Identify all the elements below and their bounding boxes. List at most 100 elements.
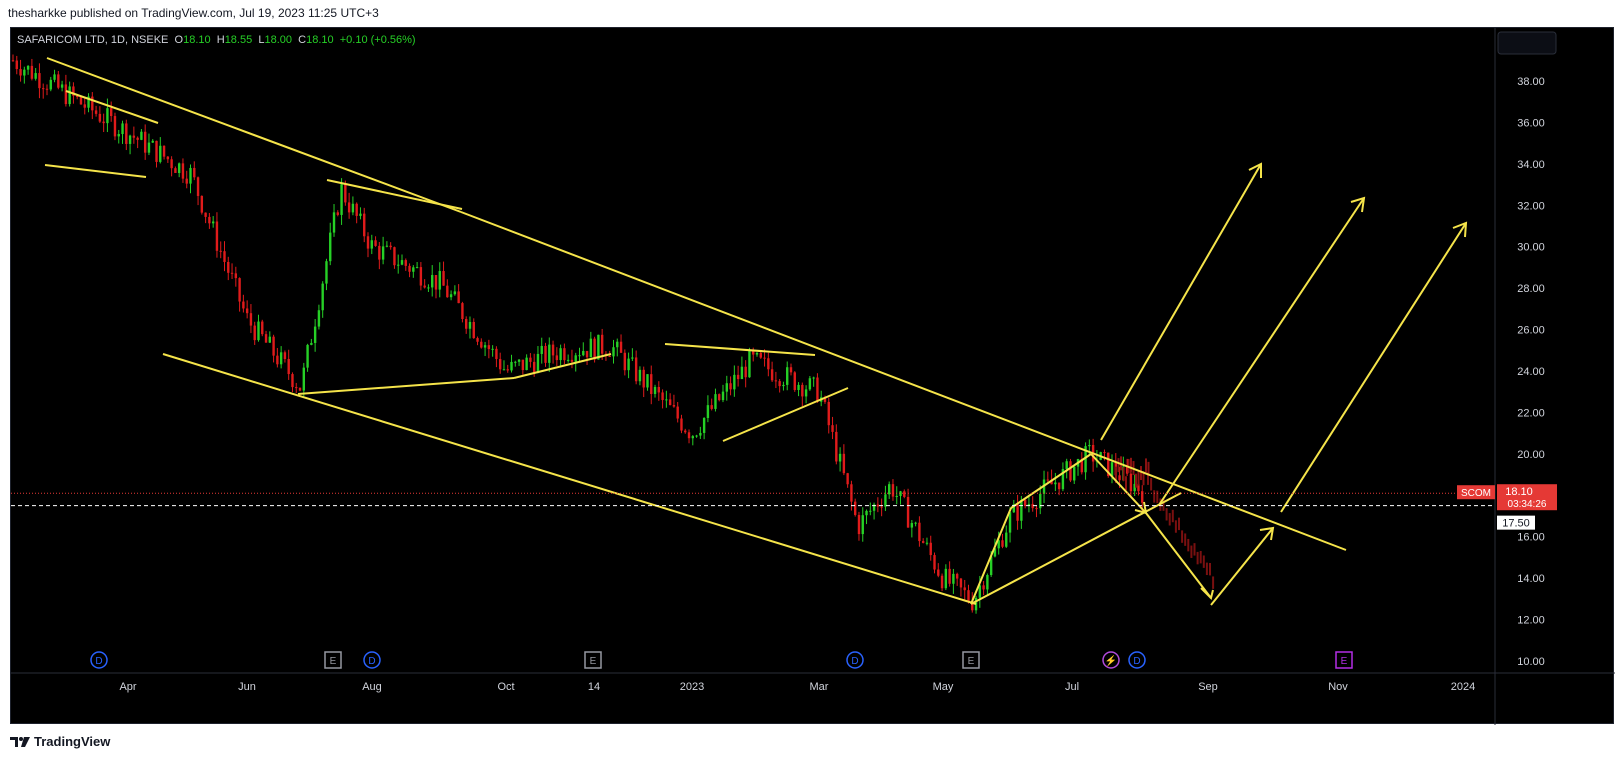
trendline (1010, 453, 1092, 509)
last-price-tag-bg (1497, 484, 1557, 511)
candle-body (1005, 532, 1008, 547)
low-value: 18.00 (264, 34, 292, 46)
candle-body (98, 113, 102, 122)
candle-body (1103, 452, 1106, 454)
candle-body (230, 272, 234, 274)
dividend-icon[interactable] (90, 651, 108, 669)
candle-body (1016, 504, 1019, 521)
candle-body (812, 377, 815, 379)
candle-body (895, 495, 898, 497)
candle-body (1137, 483, 1140, 492)
candle-body (597, 334, 600, 360)
candle-body (676, 406, 679, 419)
chart-area[interactable]: 38.00 36.00 34.00 32.00 30.00 28.00 26.00 24.00… (10, 27, 1615, 725)
candle-body (389, 245, 392, 248)
earnings-icon[interactable] (1335, 651, 1353, 669)
candle-body (166, 156, 170, 160)
candle-body (1088, 444, 1091, 447)
projected-candle (1137, 471, 1140, 486)
candle-body (695, 435, 698, 437)
arrow-head (1248, 162, 1262, 178)
candle-body (329, 232, 332, 262)
candle-body (989, 556, 993, 576)
candle-body (419, 267, 423, 286)
candle-body (143, 131, 147, 153)
candle-body (710, 405, 713, 409)
earnings-icon[interactable] (962, 651, 980, 669)
y-tick-label: 30.00 (1517, 242, 1545, 254)
candle-body (193, 167, 196, 178)
event-marker-label: D (851, 656, 858, 667)
candle-body (831, 425, 834, 432)
footer: TradingView (10, 734, 110, 749)
projected-candle (1142, 471, 1145, 486)
candle-body (1073, 466, 1076, 481)
high-value: 18.55 (224, 34, 253, 46)
candle-body (585, 351, 589, 358)
earnings-icon[interactable] (584, 651, 602, 669)
candle-body (986, 575, 989, 590)
candle-body (884, 494, 887, 507)
candle-body (374, 240, 377, 246)
candle-body (566, 359, 570, 361)
candle-body (801, 384, 804, 397)
symbol-legend: SAFARICOM LTD, 1D, NSEKE O18.10 H18.55 L… (17, 34, 416, 46)
projected-candle (1190, 545, 1193, 558)
candle-body (937, 569, 940, 576)
candle-body (431, 275, 434, 288)
chart-toolbar-button[interactable] (1497, 31, 1557, 55)
candle-body (79, 96, 83, 105)
candle-body (1084, 446, 1087, 473)
candle-body (347, 202, 351, 213)
candle-body (310, 342, 313, 345)
x-tick-label: 2024 (1451, 681, 1475, 693)
candle-body (302, 367, 306, 391)
candle-body (11, 60, 15, 62)
candle-body (589, 338, 593, 358)
candle-body (378, 245, 381, 260)
candle-body (1050, 479, 1053, 485)
candle-body (196, 177, 200, 196)
candle-body (574, 355, 577, 362)
y-tick-label: 28.00 (1517, 283, 1545, 295)
projected-candle (1202, 555, 1205, 568)
chart-svg[interactable]: 38.00 36.00 34.00 32.00 30.00 28.00 26.00 24.00… (11, 28, 1615, 725)
dividend-icon[interactable] (363, 651, 381, 669)
y-tick-label: 36.00 (1517, 117, 1545, 129)
lightning-icon[interactable] (1102, 651, 1120, 669)
candle-body (1065, 461, 1068, 469)
candle-body (551, 344, 555, 356)
x-tick-label: Oct (497, 681, 514, 693)
arrow-head (1200, 587, 1214, 600)
candle-body (298, 387, 302, 391)
dividend-icon[interactable] (846, 651, 864, 669)
candle-body (880, 506, 883, 508)
open-value: 18.10 (183, 34, 211, 46)
candle-body (1046, 479, 1050, 481)
trendline-drawings-layer (44, 57, 1468, 606)
dividend-icon[interactable] (1128, 651, 1146, 669)
candle-body (412, 267, 415, 272)
candle-body (1110, 462, 1114, 477)
arrow-head (1259, 526, 1275, 541)
candle-body (955, 573, 959, 579)
candle-body (665, 399, 668, 401)
candle-body (465, 319, 468, 329)
candle-body (1061, 468, 1065, 490)
event-marker-label: ⚡ (1105, 654, 1117, 667)
candle-body (952, 573, 955, 584)
candle-body (1141, 491, 1144, 503)
candles-layer (11, 54, 1215, 614)
projected-candle (1205, 562, 1208, 576)
candle-body (94, 110, 98, 114)
earnings-icon[interactable] (324, 651, 342, 669)
candle-body (1020, 499, 1023, 521)
candle-body (438, 271, 441, 290)
candle-body (974, 597, 978, 611)
candle-body (249, 313, 253, 326)
projected-candle (1156, 490, 1159, 504)
candle-body (793, 372, 796, 390)
candle-body (529, 357, 532, 362)
candle-body (967, 590, 970, 602)
projected-candle (1209, 562, 1211, 576)
